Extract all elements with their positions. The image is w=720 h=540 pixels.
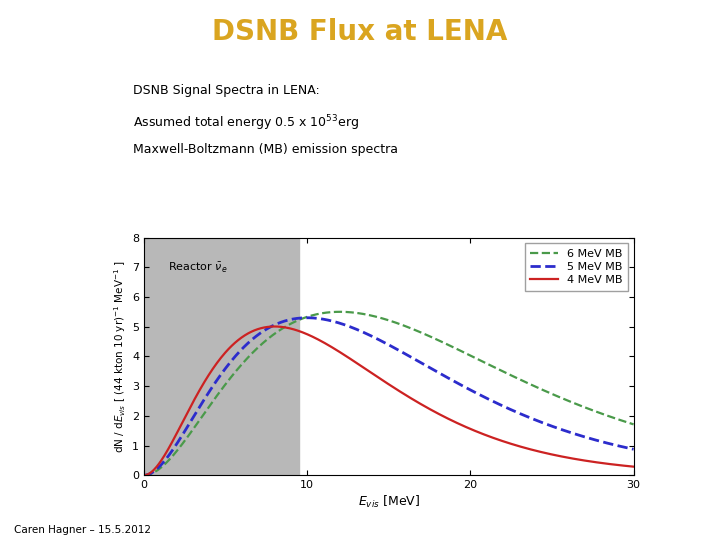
Text: DSNB Flux at LENA: DSNB Flux at LENA [212,18,508,46]
Text: Caren Hagner – 15.5.2012: Caren Hagner – 15.5.2012 [14,524,151,535]
Y-axis label: dN / d$E_{vis}$ [ (44 kton 10 yr)$^{-1}$ MeV$^{-1}$ ]: dN / d$E_{vis}$ [ (44 kton 10 yr)$^{-1}$… [112,260,128,453]
Text: DSNB Signal Spectra in LENA:: DSNB Signal Spectra in LENA: [133,84,320,97]
X-axis label: $E_{vis}$ [MeV]: $E_{vis}$ [MeV] [358,494,420,510]
Legend: 6 MeV MB, 5 MeV MB, 4 MeV MB: 6 MeV MB, 5 MeV MB, 4 MeV MB [525,243,628,291]
Text: Assumed total energy 0.5 x 10$^{53}$erg: Assumed total energy 0.5 x 10$^{53}$erg [133,113,359,133]
Text: Reactor $\bar{\nu}_e$: Reactor $\bar{\nu}_e$ [168,261,228,275]
Bar [144,238,299,475]
Text: Maxwell-Boltzmann (MB) emission spectra: Maxwell-Boltzmann (MB) emission spectra [133,143,398,156]
